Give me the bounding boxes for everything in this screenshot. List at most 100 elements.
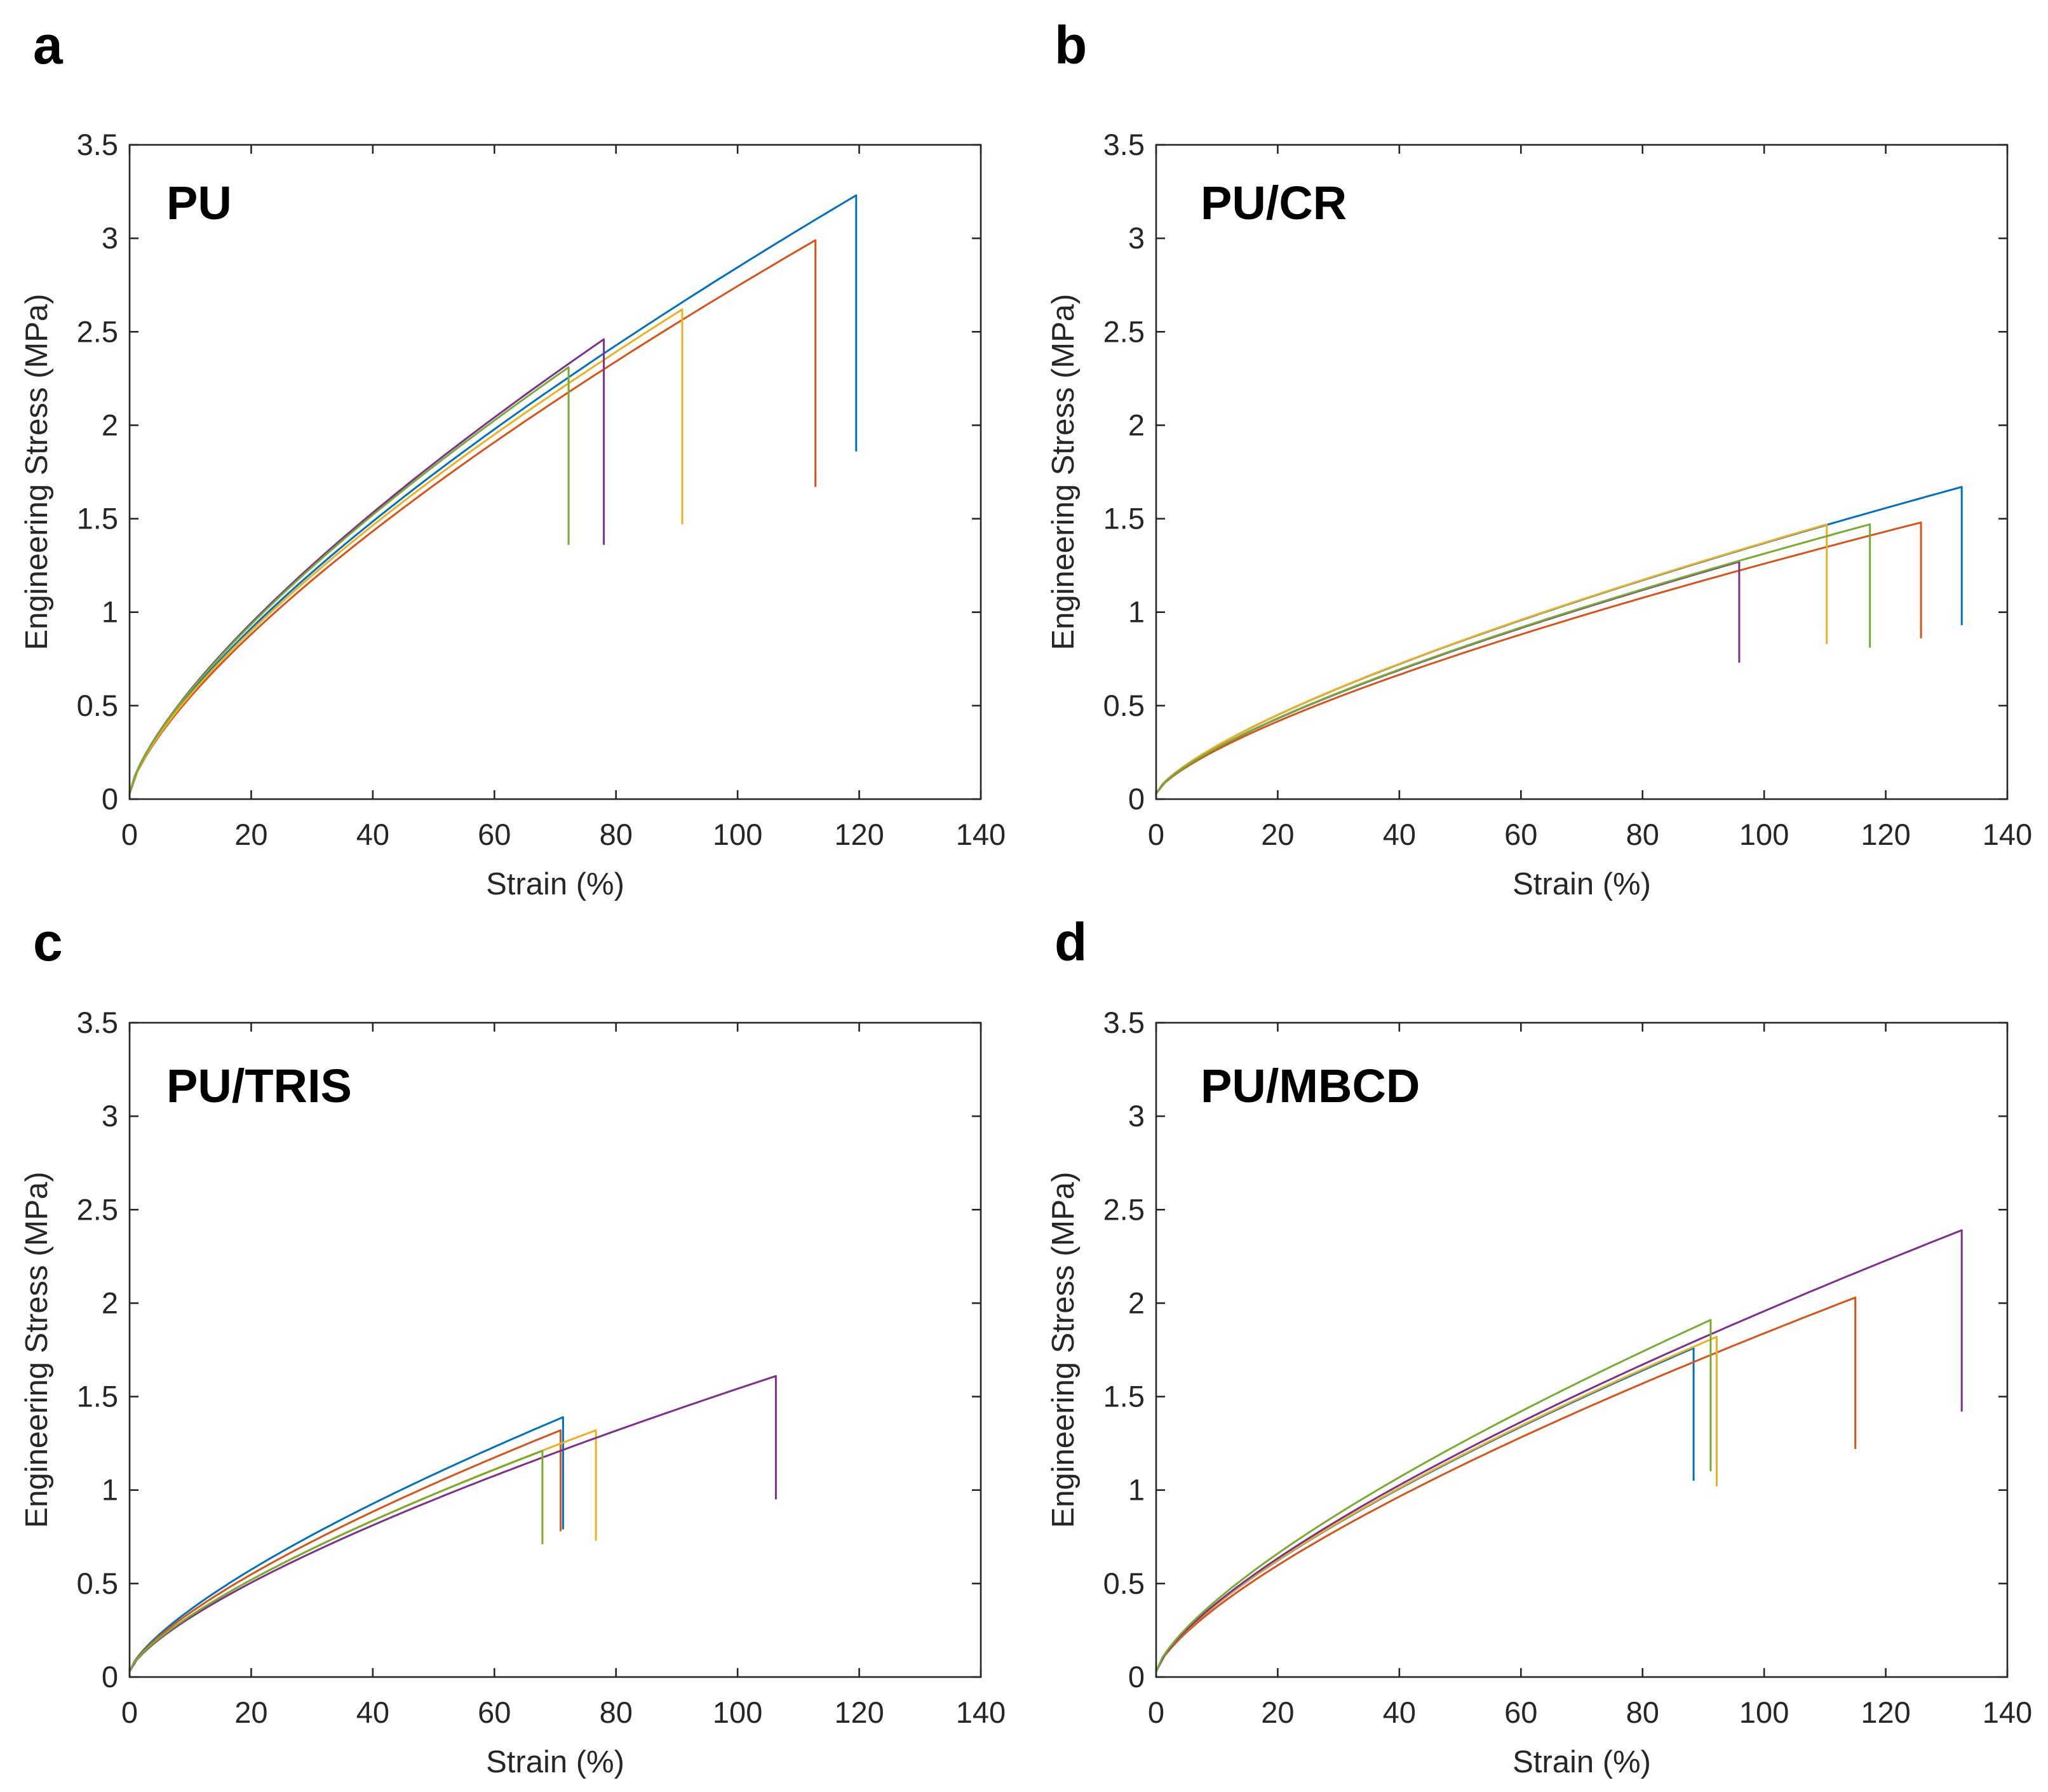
y-axis-title: Engineering Stress (MPa) bbox=[20, 293, 54, 650]
x-tick-label: 120 bbox=[1861, 1695, 1910, 1729]
y-tick-label: 2.5 bbox=[1103, 314, 1145, 348]
series-line-3 bbox=[128, 308, 684, 794]
series-line-5 bbox=[128, 1450, 544, 1672]
x-tick-label: 60 bbox=[1504, 818, 1537, 851]
x-tick-label: 100 bbox=[1739, 1695, 1789, 1729]
series-group bbox=[1155, 1229, 1963, 1672]
x-axis-title: Strain (%) bbox=[1512, 867, 1651, 901]
x-axis-title: Strain (%) bbox=[486, 1745, 624, 1779]
y-tick-label: 0.5 bbox=[1103, 1566, 1145, 1600]
sample-label: PU bbox=[166, 177, 232, 229]
panel-d: d 0 20 40 60 80 100 120 140 0 0.5 1 1.5 2 2.5 3 3.5 Strai… bbox=[1046, 912, 2032, 1779]
y-tick-label: 0 bbox=[102, 1660, 118, 1694]
series-line-2 bbox=[1155, 522, 1922, 795]
panel-letter: b bbox=[1054, 15, 1087, 75]
series-line-3 bbox=[1155, 523, 1828, 795]
x-axis-title: Strain (%) bbox=[486, 867, 624, 901]
y-tick-label: 0 bbox=[1128, 782, 1145, 816]
x-tick-label: 80 bbox=[600, 818, 633, 851]
series-line-2 bbox=[128, 1429, 562, 1672]
series-line-4 bbox=[1155, 1229, 1963, 1672]
series-line-1 bbox=[128, 1416, 564, 1672]
panel-b: b 0 20 40 60 80 100 120 140 0 0.5 1 1.5 2 2.5 3 3.5 Strai… bbox=[1046, 15, 2032, 901]
x-tick-label: 140 bbox=[956, 818, 1006, 851]
y-tick-label: 2.5 bbox=[77, 1192, 118, 1226]
y-tick-label: 3 bbox=[102, 1099, 118, 1133]
x-tick-label: 80 bbox=[1626, 1695, 1659, 1729]
y-tick-label: 0 bbox=[1128, 1660, 1145, 1694]
x-tick-label: 0 bbox=[121, 1695, 138, 1729]
plot-frame bbox=[1155, 144, 2009, 800]
y-axis-title: Engineering Stress (MPa) bbox=[1046, 1171, 1081, 1528]
series-group bbox=[128, 1375, 777, 1672]
y-tick-label: 0.5 bbox=[77, 1566, 118, 1600]
y-tick-label: 2.5 bbox=[1103, 1192, 1145, 1226]
x-tick-label: 20 bbox=[1261, 818, 1294, 851]
x-tick-label: 0 bbox=[1148, 1695, 1164, 1729]
series-line-5 bbox=[1155, 523, 1871, 795]
x-tick-label: 20 bbox=[234, 818, 267, 851]
series-line-5 bbox=[128, 366, 570, 794]
series-line-4 bbox=[1155, 560, 1741, 795]
sample-label: PU/MBCD bbox=[1201, 1060, 1420, 1112]
x-tick-label: 40 bbox=[1383, 818, 1416, 851]
x-tick-label: 140 bbox=[1983, 818, 2032, 851]
sample-label: PU/TRIS bbox=[166, 1060, 352, 1112]
x-tick-label: 0 bbox=[121, 818, 138, 851]
y-tick-label: 3 bbox=[1128, 221, 1145, 255]
y-tick-label: 3 bbox=[102, 221, 118, 255]
series-line-2 bbox=[1155, 1297, 1857, 1672]
x-tick-label: 80 bbox=[1626, 818, 1659, 851]
x-tick-label: 140 bbox=[1983, 1695, 2032, 1729]
y-tick-label: 3.5 bbox=[1103, 1006, 1145, 1039]
x-tick-label: 60 bbox=[1504, 1695, 1537, 1729]
series-line-2 bbox=[128, 239, 817, 794]
y-tick-label: 1.5 bbox=[77, 502, 118, 536]
series-line-3 bbox=[1155, 1335, 1718, 1672]
x-tick-label: 100 bbox=[713, 1695, 762, 1729]
y-tick-label: 1 bbox=[1128, 1473, 1145, 1507]
x-tick-label: 20 bbox=[1261, 1695, 1294, 1729]
y-tick-label: 2 bbox=[102, 1286, 118, 1319]
x-tick-label: 100 bbox=[713, 818, 762, 851]
y-tick-label: 1 bbox=[1128, 595, 1145, 629]
series-line-5 bbox=[1155, 1319, 1712, 1672]
series-line-3 bbox=[128, 1429, 597, 1672]
x-axis-title: Strain (%) bbox=[1512, 1745, 1651, 1779]
x-tick-label: 100 bbox=[1739, 818, 1789, 851]
y-axis-title: Engineering Stress (MPa) bbox=[20, 1171, 54, 1528]
series-line-1 bbox=[128, 194, 858, 794]
y-axis-title: Engineering Stress (MPa) bbox=[1046, 293, 1081, 650]
y-tick-label: 1 bbox=[102, 1473, 118, 1507]
x-tick-label: 120 bbox=[834, 818, 884, 851]
x-tick-label: 40 bbox=[356, 1695, 389, 1729]
x-tick-label: 140 bbox=[956, 1695, 1006, 1729]
y-tick-label: 0.5 bbox=[1103, 689, 1145, 722]
y-tick-label: 1.5 bbox=[77, 1380, 118, 1413]
x-tick-label: 40 bbox=[356, 818, 389, 851]
x-tick-label: 60 bbox=[478, 1695, 511, 1729]
x-tick-label: 80 bbox=[600, 1695, 633, 1729]
plot-frame bbox=[128, 1021, 982, 1678]
y-tick-label: 3.5 bbox=[1103, 128, 1145, 161]
y-tick-label: 3.5 bbox=[77, 128, 118, 161]
x-tick-label: 120 bbox=[834, 1695, 884, 1729]
series-line-4 bbox=[128, 1375, 777, 1672]
series-group bbox=[1155, 486, 1963, 795]
panel-a: a 0 20 40 60 80 100 120 140 0 0.5 1 1.5 2 2.5 3 3.5 Strai… bbox=[20, 15, 1006, 901]
panel-letter: d bbox=[1054, 912, 1087, 972]
y-tick-label: 1.5 bbox=[1103, 1380, 1145, 1413]
y-tick-label: 0 bbox=[102, 782, 118, 816]
x-tick-label: 0 bbox=[1148, 818, 1164, 851]
y-tick-label: 3.5 bbox=[77, 1006, 118, 1039]
panel-letter: a bbox=[33, 15, 64, 75]
y-tick-label: 1.5 bbox=[1103, 502, 1145, 536]
x-tick-label: 60 bbox=[478, 818, 511, 851]
y-tick-label: 2.5 bbox=[77, 314, 118, 348]
plot-frame bbox=[128, 144, 982, 800]
panel-letter: c bbox=[33, 912, 63, 972]
sample-label: PU/CR bbox=[1201, 177, 1347, 229]
y-tick-label: 1 bbox=[102, 595, 118, 629]
x-tick-label: 20 bbox=[234, 1695, 267, 1729]
